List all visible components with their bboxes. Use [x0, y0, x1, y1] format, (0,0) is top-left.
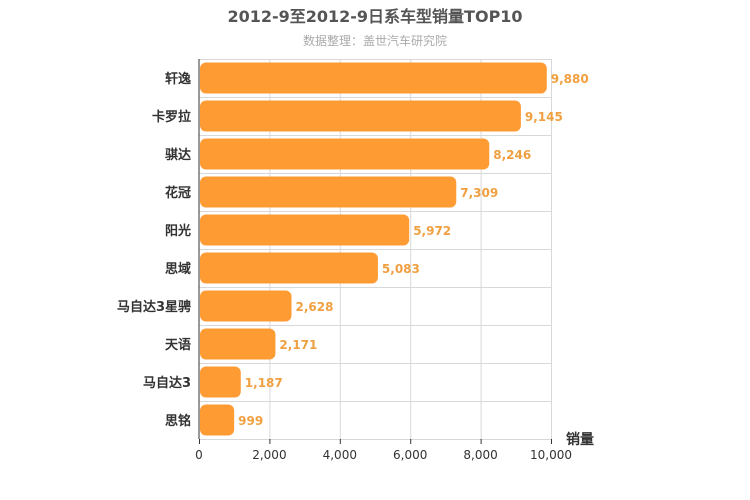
bar	[200, 62, 547, 94]
bar	[200, 252, 378, 284]
category-label: 轩逸	[165, 71, 191, 87]
data-label: 8,246	[493, 148, 531, 162]
data-label: 7,309	[460, 186, 498, 200]
bar	[200, 290, 292, 322]
bar	[200, 100, 521, 132]
bar	[200, 214, 410, 246]
bar	[200, 176, 457, 208]
chart-subtitle: 数据整理：盖世汽车研究院	[303, 33, 447, 48]
x-tick-labels: 0 2,000 4,000 6,000 8,000 10,000	[195, 439, 572, 462]
data-label: 9,880	[551, 72, 589, 86]
data-label: 2,628	[296, 300, 334, 314]
data-label: 5,083	[382, 262, 420, 276]
x-tick-label: 6,000	[393, 448, 427, 462]
value-labels: 9,880 9,145 8,246 7,309 5,972 5,083 2,628 2,171…	[238, 72, 589, 428]
category-label: 马自达3星骋	[117, 299, 191, 315]
data-label: 9,145	[525, 110, 563, 124]
x-axis-title: 销量	[566, 431, 594, 448]
bar	[200, 138, 490, 170]
x-tick-label: 0	[195, 448, 203, 462]
data-label: 1,187	[245, 376, 283, 390]
category-label: 卡罗拉	[152, 109, 191, 125]
category-label: 骐达	[165, 147, 191, 163]
category-label: 花冠	[165, 185, 191, 201]
x-tick-label: 4,000	[323, 448, 357, 462]
chart-title: 2012-9至2012-9日系车型销量TOP10	[227, 7, 522, 26]
category-label: 阳光	[165, 223, 191, 239]
category-label: 马自达3	[143, 375, 191, 391]
data-label: 2,171	[279, 338, 317, 352]
x-tick-label: 10,000	[530, 448, 572, 462]
bars-group	[200, 62, 547, 436]
category-label: 思铭	[165, 413, 191, 429]
bar	[200, 404, 235, 436]
x-tick-label: 2,000	[252, 448, 286, 462]
gridlines	[199, 59, 552, 440]
category-label: 天语	[165, 338, 191, 353]
bar	[200, 366, 241, 398]
bar	[200, 328, 276, 360]
data-label: 5,972	[413, 224, 451, 238]
category-label: 思域	[165, 261, 191, 277]
x-tick-label: 8,000	[463, 448, 497, 462]
data-label: 999	[238, 414, 263, 428]
